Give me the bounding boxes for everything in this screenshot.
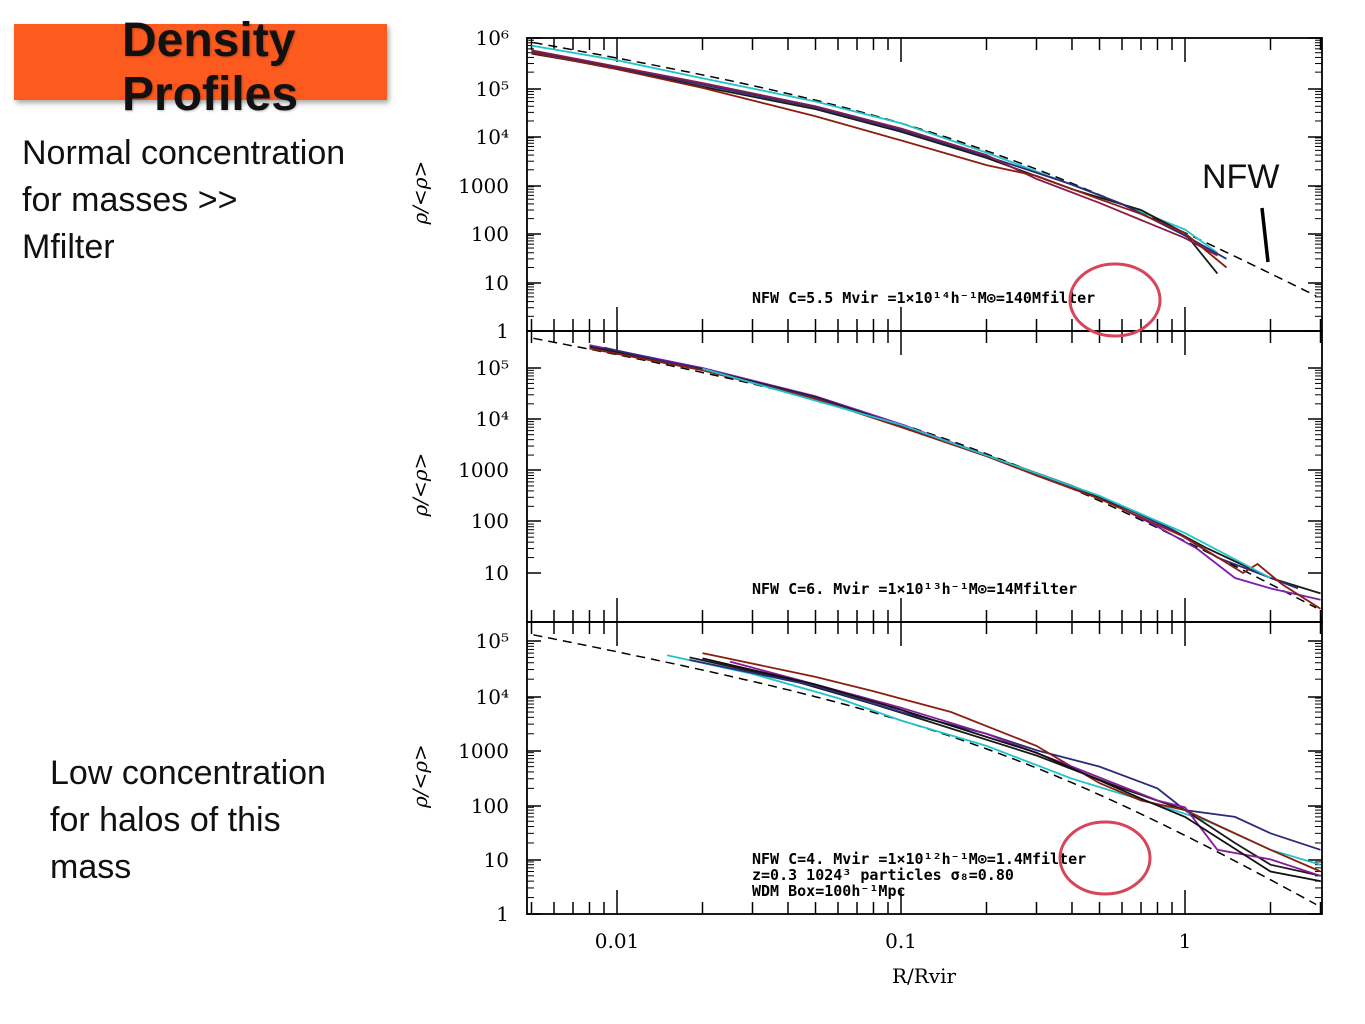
x-tick-label: 0.1 xyxy=(885,929,917,953)
y-tick-label: 10⁵ xyxy=(476,77,509,101)
note-top-line: Mfilter xyxy=(22,228,115,266)
profile-series-line xyxy=(531,49,1218,257)
panel-annotation: NFW C=6. Mvir =1×10¹³h⁻¹M⊙=14Mfilter xyxy=(752,580,1077,598)
y-tick-label: 1 xyxy=(496,902,509,926)
note-bottom-line: for halos of this xyxy=(50,801,281,839)
y-tick-label: 1 xyxy=(496,319,509,343)
nfw-dashed-line xyxy=(527,632,1317,906)
title-banner: Density Profiles xyxy=(14,14,387,121)
profile-series-line xyxy=(531,51,1228,269)
panel-plot-area xyxy=(527,336,1321,610)
y-axis-label: ρ/<ρ> xyxy=(408,161,432,226)
panel-frame xyxy=(526,37,1323,332)
profile-series-line xyxy=(689,659,1321,851)
highlight-circle xyxy=(1058,820,1152,896)
y-tick-label: 10⁶ xyxy=(476,26,509,50)
panel-annotation-line: z=0.3 1024³ particles σ₈=0.80 xyxy=(752,866,1014,884)
note-normal-concentration: Normal concentration for masses >> Mfilt… xyxy=(22,130,402,271)
profile-series-line xyxy=(531,44,1218,254)
panel-annotation-line: NFW C=4. Mvir =1×10¹²h⁻¹M⊙=1.4Mfilter xyxy=(752,850,1086,868)
note-top-line: for masses >> xyxy=(22,181,238,219)
y-tick-label: 10 xyxy=(484,848,509,872)
x-tick-label: 0.01 xyxy=(595,929,640,953)
y-axis-label: ρ/<ρ> xyxy=(408,453,432,518)
profile-series-line xyxy=(666,654,1321,866)
panel-plot-area xyxy=(527,632,1321,906)
nfw-callout-label: NFW xyxy=(1202,158,1280,196)
y-tick-label: 100 xyxy=(471,794,509,818)
note-low-concentration: Low concentration for halos of this mass xyxy=(50,750,390,891)
highlight-circle xyxy=(1068,262,1162,338)
nfw-dashed-line xyxy=(527,336,1317,609)
profile-series-line xyxy=(589,347,1321,610)
note-bottom-line: Low concentration xyxy=(50,754,326,792)
y-tick-label: 1000 xyxy=(458,174,509,198)
note-bottom-line: mass xyxy=(50,848,132,886)
y-tick-label: 10⁵ xyxy=(476,356,509,380)
slide-title: Density Profiles xyxy=(122,14,299,121)
x-axis-label: R/Rvir xyxy=(892,964,957,988)
panel-plot-area xyxy=(527,40,1317,297)
profile-series-line xyxy=(531,51,1227,260)
y-tick-label: 10⁴ xyxy=(476,407,509,431)
y-tick-label: 10 xyxy=(484,271,509,295)
nfw-callout-arrow xyxy=(1260,207,1270,263)
panel-annotation-line: WDM Box=100h⁻¹Mpc xyxy=(752,882,906,900)
profile-series-line xyxy=(589,344,1321,601)
y-tick-label: 10⁴ xyxy=(476,125,509,149)
y-tick-label: 100 xyxy=(471,509,509,533)
panel-annotation: NFW C=5.5 Mvir =1×10¹⁴h⁻¹M⊙=140Mfilter xyxy=(752,289,1095,307)
x-tick-label: 1 xyxy=(1179,929,1192,953)
y-tick-label: 10 xyxy=(484,561,509,585)
profile-series-line xyxy=(702,367,1271,579)
panel-frame xyxy=(526,621,1323,915)
profile-series-line xyxy=(531,52,1219,275)
y-tick-label: 1000 xyxy=(458,739,509,763)
panel-frame xyxy=(526,330,1323,623)
profile-series-line xyxy=(702,657,1321,882)
y-tick-label: 100 xyxy=(471,222,509,246)
profile-series-line xyxy=(589,345,1321,595)
y-tick-label: 10⁴ xyxy=(476,685,509,709)
note-top-line: Normal concentration xyxy=(22,134,346,172)
profile-series-line xyxy=(729,660,1321,877)
y-tick-label: 1000 xyxy=(458,458,509,482)
y-axis-label: ρ/<ρ> xyxy=(408,744,432,809)
y-tick-label: 10⁵ xyxy=(476,629,509,653)
profile-series-line xyxy=(603,346,1299,590)
nfw-dashed-line xyxy=(527,40,1317,297)
